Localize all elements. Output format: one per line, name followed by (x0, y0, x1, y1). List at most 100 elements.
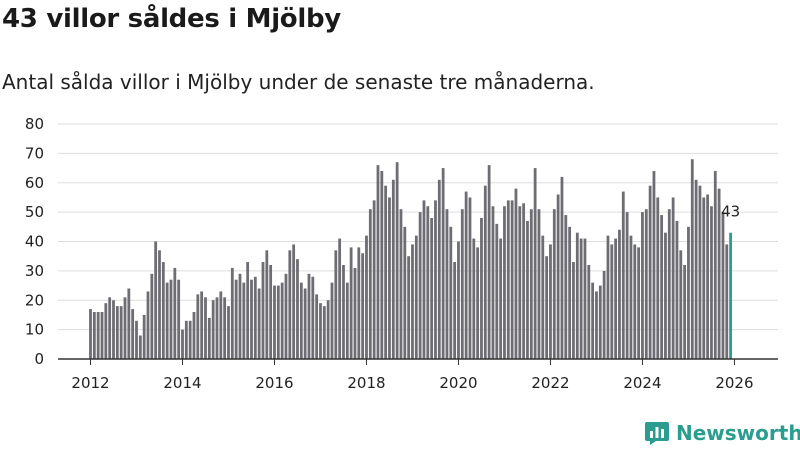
bar (200, 291, 204, 359)
bar-chart: 0 10 20 30 40 50 60 70 80 2012 2014 2016 2018 2020 202… (25, 115, 778, 392)
bar (729, 232, 733, 359)
bar (184, 320, 188, 359)
bar (296, 259, 299, 360)
bar (411, 244, 414, 359)
bar (437, 179, 441, 359)
bar (483, 185, 487, 359)
bar (583, 238, 587, 359)
bar (514, 188, 518, 360)
bar (602, 270, 606, 360)
bar (257, 288, 261, 359)
bar (338, 238, 342, 359)
bar (491, 206, 495, 359)
bar (395, 162, 399, 359)
bar (311, 276, 315, 359)
bar (115, 306, 119, 360)
bar (365, 235, 368, 360)
bar (510, 200, 514, 360)
bar (487, 165, 491, 360)
bar (587, 265, 591, 359)
bar (315, 294, 319, 360)
bar (503, 206, 506, 359)
bar (529, 209, 533, 359)
bar (154, 241, 158, 359)
bar (606, 235, 610, 360)
bar (434, 200, 437, 360)
bar (142, 314, 146, 359)
bar (177, 279, 181, 359)
y-tick-label: 30 (25, 262, 44, 280)
bar (687, 226, 690, 359)
bar (89, 309, 92, 359)
bar (211, 300, 215, 359)
bar (322, 306, 326, 360)
bar (207, 317, 211, 360)
bar (353, 267, 357, 359)
bar (633, 244, 637, 359)
bar (426, 206, 430, 359)
bar (629, 235, 633, 360)
bar (468, 197, 472, 359)
bar (656, 197, 660, 359)
bar (526, 220, 529, 359)
bar (499, 238, 503, 359)
bar (265, 250, 269, 359)
chart-title: 43 villor såldes i Mjölby (2, 4, 341, 34)
bar (349, 247, 353, 360)
x-tick-label: 2012 (71, 374, 109, 392)
bar (384, 185, 388, 359)
newsworthy-logo-icon (645, 422, 669, 445)
bar (368, 209, 372, 359)
bar (100, 312, 104, 359)
x-tick-label: 2018 (347, 374, 385, 392)
bar (192, 312, 196, 359)
bar (342, 265, 345, 359)
bar (92, 312, 96, 359)
bar (399, 209, 403, 359)
bar (131, 309, 135, 359)
bar (702, 197, 706, 359)
bar (158, 250, 161, 359)
bar (445, 209, 449, 359)
bar (284, 273, 288, 359)
bar (138, 335, 142, 359)
bar (675, 220, 679, 359)
bar (598, 285, 602, 359)
bar (449, 226, 453, 359)
bar (549, 244, 552, 359)
bar (556, 194, 560, 359)
bar (96, 312, 100, 359)
bar (273, 285, 276, 359)
bar (230, 267, 234, 359)
highlight-data-label: 43 (721, 203, 740, 221)
y-tick-label: 50 (25, 203, 44, 221)
bar (537, 209, 541, 359)
bar (388, 197, 391, 359)
x-tick-label: 2026 (715, 374, 753, 392)
bar (418, 212, 422, 360)
y-tick-label: 60 (25, 174, 44, 192)
bar (725, 244, 729, 359)
bar (119, 306, 123, 360)
bar (330, 282, 334, 360)
bar (372, 200, 376, 360)
bar (391, 179, 395, 359)
bar (234, 279, 238, 359)
bar (165, 282, 169, 360)
bar (457, 241, 460, 359)
bar (242, 282, 246, 360)
y-tick-label: 10 (25, 321, 44, 339)
bar (334, 250, 338, 359)
bar (123, 297, 127, 359)
bar (288, 250, 292, 359)
bar (552, 209, 556, 359)
bar (637, 247, 641, 360)
bar (591, 282, 595, 360)
bar (303, 288, 307, 359)
bar (568, 226, 572, 359)
bar (227, 306, 230, 360)
bar (545, 256, 549, 359)
newsworthy-logo: Newsworthy (644, 420, 800, 446)
bar (464, 191, 468, 359)
bar (441, 168, 445, 359)
